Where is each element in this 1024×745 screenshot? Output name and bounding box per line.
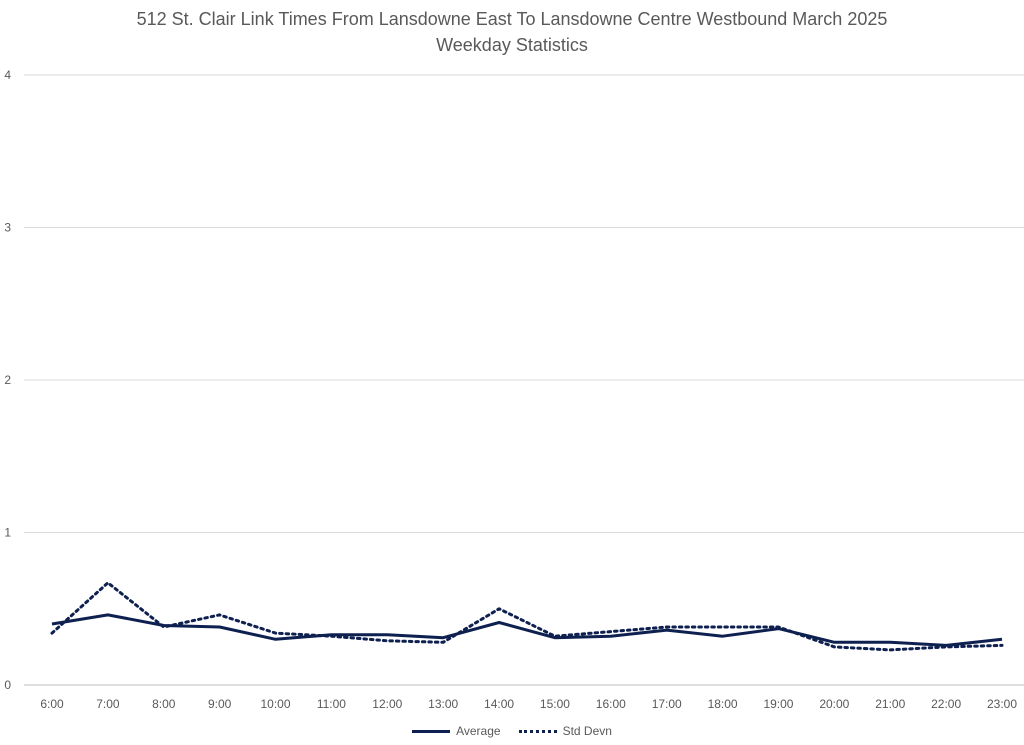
x-tick-label: 14:00 (484, 697, 514, 711)
chart-title-block: 512 St. Clair Link Times From Lansdowne … (0, 6, 1024, 58)
x-tick-label: 21:00 (875, 697, 905, 711)
x-tick-label: 10:00 (261, 697, 291, 711)
chart-subtitle: Weekday Statistics (436, 35, 588, 55)
x-tick-label: 11:00 (317, 697, 346, 711)
legend-swatch-dotted (518, 729, 557, 733)
y-tick-label: 1 (4, 526, 11, 540)
x-tick-label: 23:00 (987, 697, 1017, 711)
y-tick-label: 3 (4, 221, 11, 235)
x-tick-label: 13:00 (428, 697, 458, 711)
x-tick-label: 19:00 (763, 697, 793, 711)
x-tick-label: 15:00 (540, 697, 570, 711)
x-tick-label: 9:00 (208, 697, 232, 711)
x-tick-label: 16:00 (596, 697, 626, 711)
x-tick-label: 17:00 (652, 697, 682, 711)
legend-item-average: Average (412, 724, 501, 738)
x-tick-label: 20:00 (819, 697, 849, 711)
legend-item-std-devn: Std Devn (518, 724, 612, 738)
x-tick-label: 18:00 (708, 697, 738, 711)
series-line-average (51, 613, 1003, 647)
y-tick-label: 0 (4, 678, 11, 692)
y-tick-label: 2 (4, 373, 11, 387)
series-line-std-devn (50, 581, 1004, 652)
legend-swatch-solid (412, 729, 451, 733)
x-tick-label: 7:00 (96, 697, 120, 711)
chart-title: 512 St. Clair Link Times From Lansdowne … (136, 9, 888, 29)
x-tick-label: 6:00 (40, 697, 64, 711)
x-tick-label: 12:00 (372, 697, 402, 711)
x-tick-label: 22:00 (931, 697, 961, 711)
legend: Average Std Devn (0, 724, 1024, 738)
legend-label-std-devn: Std Devn (562, 724, 612, 738)
x-tick-label: 8:00 (152, 697, 176, 711)
legend-label-average: Average (456, 724, 501, 738)
y-tick-label: 4 (4, 68, 11, 82)
